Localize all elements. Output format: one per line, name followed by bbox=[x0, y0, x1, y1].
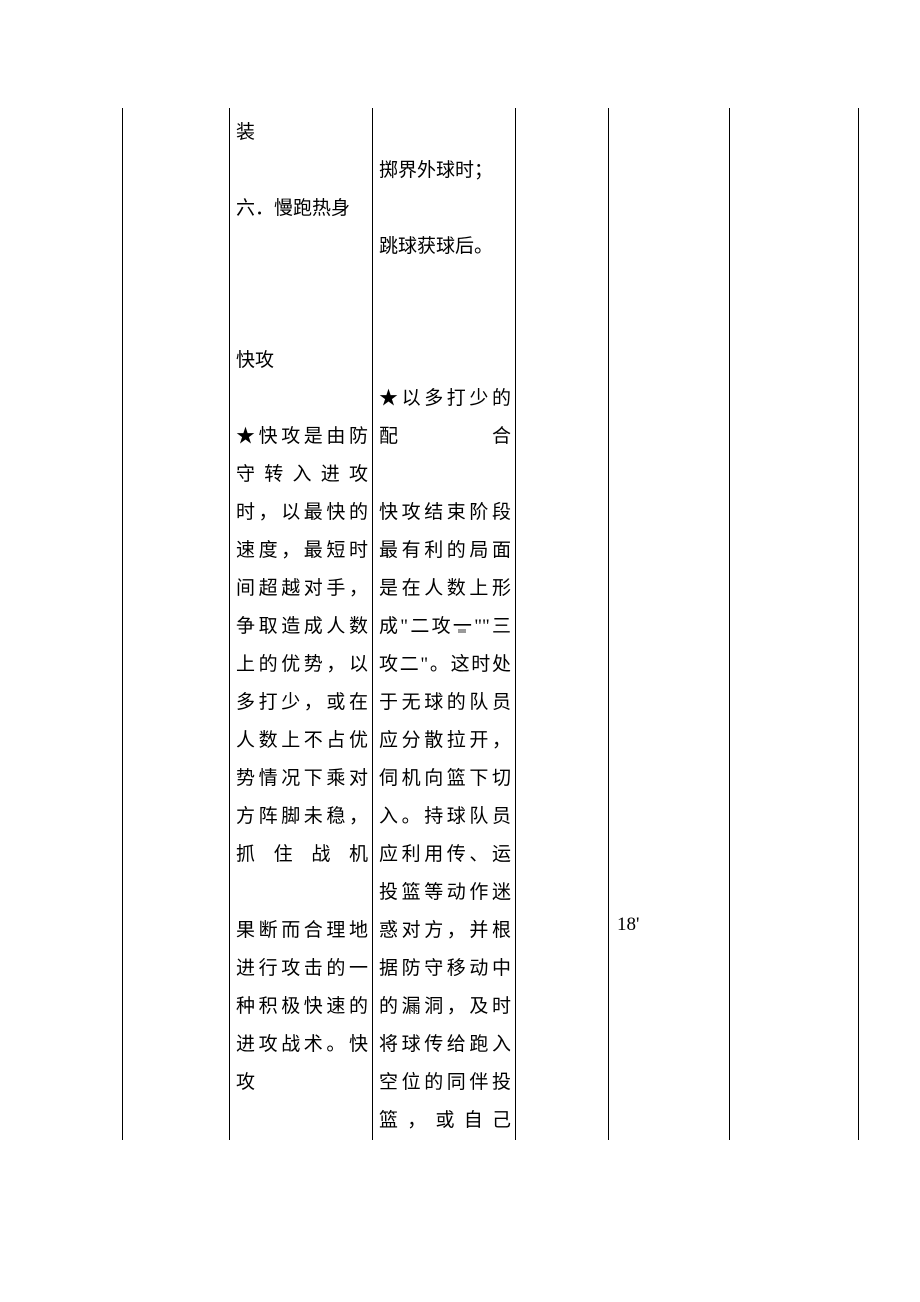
lesson-plan-table: 装 六．慢跑热身 快攻 ★快攻是由防守转入进攻时，以最快的速度，最短时间超越对手… bbox=[122, 108, 859, 1140]
col2-p5: 果断而合理地进行攻击的一种积极快速的进攻战术。快攻 bbox=[236, 912, 368, 1102]
page: 装 六．慢跑热身 快攻 ★快攻是由防守转入进攻时，以最快的速度，最短时间超越对手… bbox=[0, 0, 920, 1302]
col3-p4: 快攻结束阶段最有利的局面是在人数上形成"二攻一""三攻二"。这时处于无球的队员应… bbox=[379, 494, 511, 1140]
blank-line bbox=[379, 456, 511, 494]
blank-line bbox=[379, 190, 511, 228]
blank-lines bbox=[379, 266, 511, 380]
blank-line bbox=[236, 380, 368, 418]
col3-p2: 跳球获球后。 bbox=[379, 228, 511, 266]
col3-p1: 掷界外球时； bbox=[379, 152, 511, 190]
page-center-marker bbox=[458, 629, 466, 633]
blank-lines bbox=[236, 228, 368, 342]
cell-col6 bbox=[730, 108, 859, 1140]
time-value: 18' bbox=[615, 114, 725, 944]
blank-line bbox=[379, 114, 511, 152]
col2-p2: 六．慢跑热身 bbox=[236, 190, 368, 228]
col2-p1: 装 bbox=[236, 114, 368, 152]
col2-p3: 快攻 bbox=[236, 342, 368, 380]
blank-line bbox=[236, 152, 368, 190]
col2-p4: ★快攻是由防守转入进攻时，以最快的速度，最短时间超越对手，争取造成人数上的优势，… bbox=[236, 418, 368, 874]
cell-col2: 装 六．慢跑热身 快攻 ★快攻是由防守转入进攻时，以最快的速度，最短时间超越对手… bbox=[230, 108, 373, 1140]
cell-col4 bbox=[516, 108, 609, 1140]
cell-col5: 18' bbox=[609, 108, 730, 1140]
col3-p3: ★以多打少的配合 bbox=[379, 380, 511, 456]
cell-col3: 掷界外球时； 跳球获球后。 ★以多打少的配合 快攻结束阶段最有利的局面是在人数上… bbox=[373, 108, 516, 1140]
cell-col1 bbox=[123, 108, 230, 1140]
table-row: 装 六．慢跑热身 快攻 ★快攻是由防守转入进攻时，以最快的速度，最短时间超越对手… bbox=[123, 108, 859, 1140]
blank-line bbox=[236, 874, 368, 912]
